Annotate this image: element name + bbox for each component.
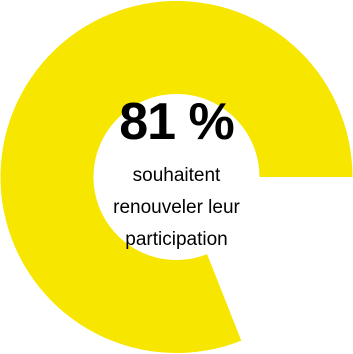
caption-line-1: souhaitent xyxy=(132,165,221,186)
caption-line-3: participation xyxy=(125,229,228,250)
caption-line-2: renouveler leur xyxy=(113,197,240,218)
percentage-value: 81 % xyxy=(119,93,235,151)
